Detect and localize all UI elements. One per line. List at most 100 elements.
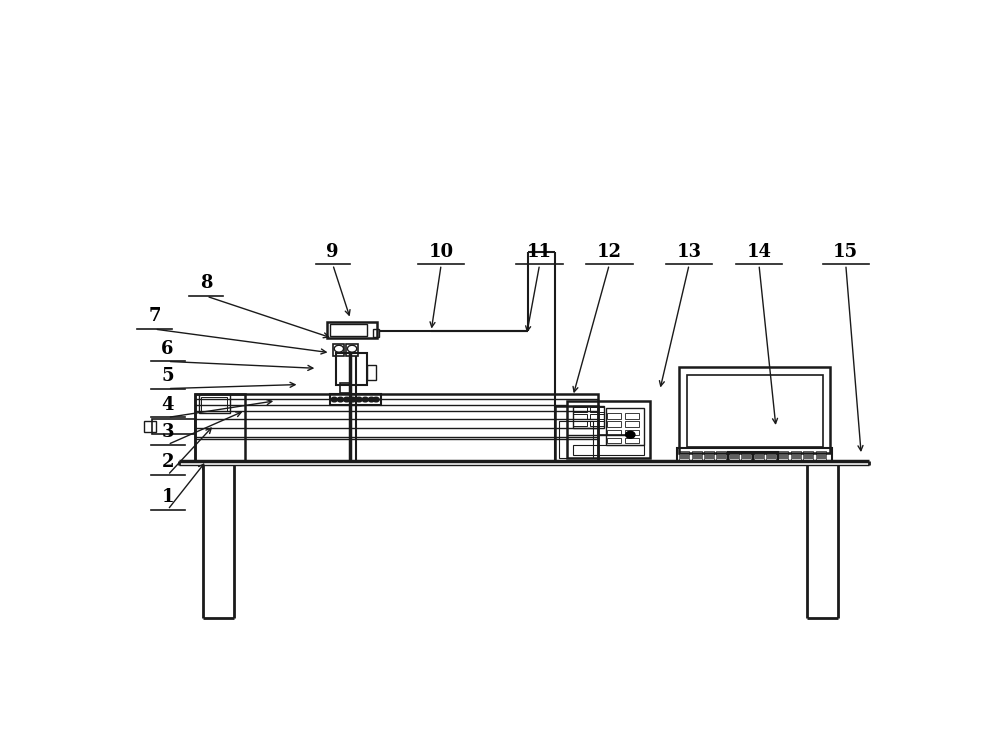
Bar — [330, 325, 367, 336]
Bar — [791, 455, 801, 458]
Bar — [679, 453, 689, 455]
Bar — [625, 413, 639, 419]
Text: 3: 3 — [161, 423, 174, 441]
Bar — [704, 453, 714, 455]
Circle shape — [337, 398, 344, 402]
Bar — [741, 453, 751, 455]
Bar — [590, 407, 604, 413]
Bar — [590, 414, 604, 419]
Bar — [692, 451, 702, 453]
Bar — [766, 453, 776, 455]
Bar — [559, 421, 593, 458]
Bar — [704, 455, 714, 458]
Bar — [199, 394, 230, 413]
Bar — [741, 451, 751, 453]
Bar — [625, 438, 639, 443]
Bar — [791, 458, 801, 460]
Bar — [607, 422, 621, 428]
Bar — [766, 458, 776, 460]
Text: 12: 12 — [597, 243, 622, 261]
Bar — [729, 453, 739, 455]
Circle shape — [373, 398, 379, 402]
Text: 11: 11 — [527, 243, 552, 261]
Bar — [728, 452, 778, 460]
Bar — [687, 375, 822, 447]
Bar — [778, 451, 788, 453]
Bar — [716, 458, 726, 460]
Text: 6: 6 — [161, 340, 174, 358]
Bar — [606, 408, 644, 446]
Bar — [330, 394, 381, 405]
Bar — [607, 438, 621, 443]
Text: 1: 1 — [161, 488, 174, 506]
Bar — [754, 451, 764, 453]
Bar — [704, 458, 714, 460]
Circle shape — [331, 398, 337, 402]
Bar — [152, 419, 195, 434]
Circle shape — [350, 398, 356, 402]
Bar — [716, 453, 726, 455]
Bar — [573, 445, 644, 455]
Bar — [778, 453, 788, 455]
Bar — [754, 458, 764, 460]
Bar — [195, 399, 598, 439]
Bar — [692, 455, 702, 458]
Bar — [373, 329, 379, 338]
Bar — [346, 344, 358, 355]
Bar — [679, 451, 689, 453]
Bar — [333, 344, 344, 355]
Bar — [625, 430, 639, 435]
Bar — [679, 455, 689, 458]
Bar — [729, 451, 739, 453]
Bar — [803, 451, 813, 453]
Bar — [766, 451, 776, 453]
Circle shape — [362, 398, 368, 402]
Bar — [201, 397, 227, 410]
Bar — [816, 455, 826, 458]
Bar — [555, 406, 598, 460]
Bar — [803, 455, 813, 458]
Bar — [195, 394, 598, 460]
Bar — [326, 322, 377, 338]
Circle shape — [356, 398, 362, 402]
Bar — [625, 422, 639, 428]
Text: 5: 5 — [161, 367, 174, 385]
Bar — [803, 453, 813, 455]
Bar — [336, 352, 367, 385]
Bar — [567, 400, 650, 458]
Bar — [367, 365, 376, 380]
Bar — [677, 448, 832, 460]
Text: 4: 4 — [161, 396, 174, 414]
Bar — [741, 458, 751, 460]
Text: 15: 15 — [833, 243, 858, 261]
Bar — [816, 453, 826, 455]
Text: 9: 9 — [326, 243, 339, 261]
Bar — [573, 406, 604, 427]
Bar — [778, 458, 788, 460]
Bar — [607, 430, 621, 435]
Text: 10: 10 — [429, 243, 454, 261]
Bar — [778, 455, 788, 458]
Bar — [716, 451, 726, 453]
Bar — [791, 451, 801, 453]
Bar — [573, 414, 587, 419]
Bar — [741, 455, 751, 458]
Bar — [573, 421, 587, 426]
Bar — [816, 451, 826, 453]
Bar — [754, 453, 764, 455]
Text: 14: 14 — [746, 243, 771, 261]
Text: 8: 8 — [200, 274, 213, 292]
Text: 7: 7 — [148, 308, 161, 326]
Circle shape — [344, 398, 350, 402]
Circle shape — [626, 431, 635, 438]
Bar — [692, 458, 702, 460]
Circle shape — [368, 398, 375, 402]
Bar — [766, 455, 776, 458]
Bar — [729, 455, 739, 458]
Bar — [340, 382, 350, 393]
Bar — [195, 394, 245, 460]
Bar — [607, 413, 621, 419]
Bar — [803, 458, 813, 460]
Bar — [754, 455, 764, 458]
Text: 13: 13 — [677, 243, 702, 261]
